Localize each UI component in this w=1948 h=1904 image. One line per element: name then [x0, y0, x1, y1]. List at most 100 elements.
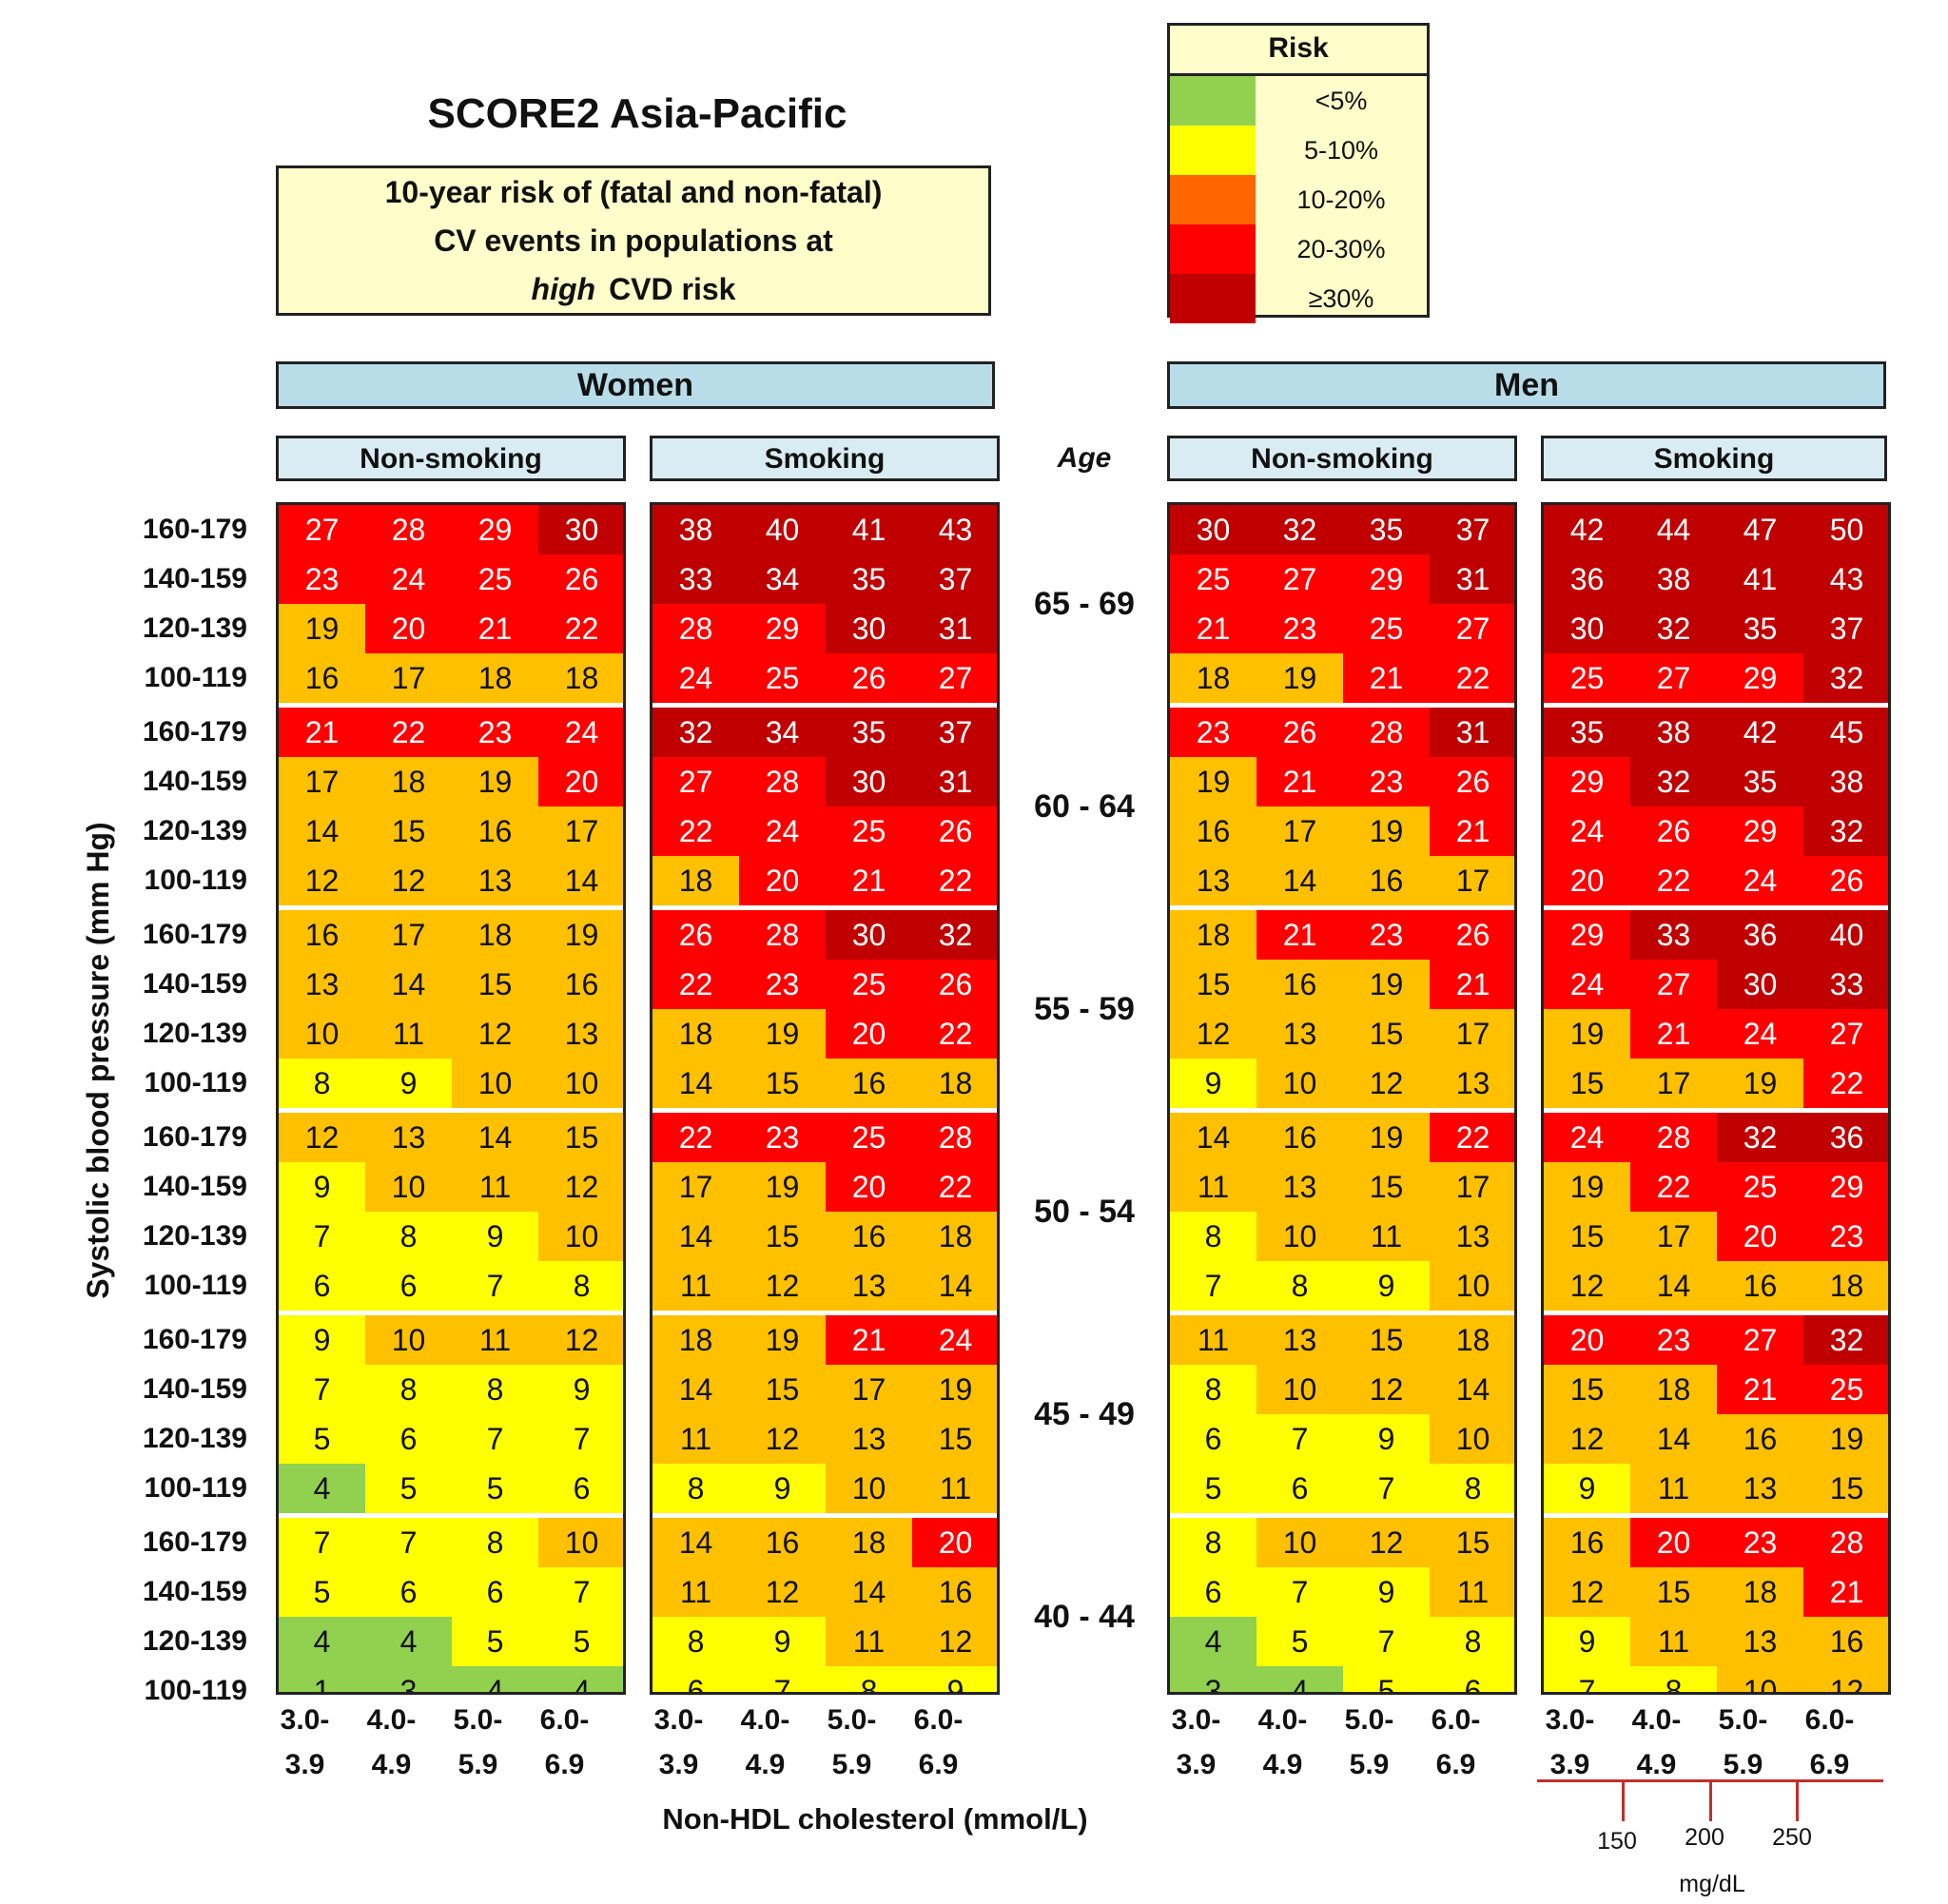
risk-cell: 36: [1717, 910, 1803, 960]
cholesterol-range-start: 3.0-: [280, 1704, 330, 1736]
risk-cell: 26: [1430, 757, 1514, 806]
risk-cell: 26: [1256, 708, 1343, 757]
age-group-separator: [653, 905, 997, 910]
risk-cell: 34: [739, 554, 826, 604]
risk-cell: 23: [1343, 757, 1430, 806]
risk-cell: 13: [365, 1113, 452, 1162]
risk-cell: 20: [1717, 1212, 1803, 1261]
subtitle-line-2: CV events in populations at: [434, 223, 833, 258]
legend-label: ≥30%: [1308, 283, 1374, 313]
risk-cell: 33: [1630, 910, 1717, 960]
risk-cell: 15: [739, 1365, 826, 1414]
risk-cell: 21: [452, 604, 538, 653]
sbp-row-label: 120-139: [142, 1220, 247, 1252]
risk-cell: 12: [1343, 1365, 1430, 1414]
risk-cell: 11: [653, 1414, 739, 1464]
risk-cell: 18: [912, 1212, 997, 1261]
risk-cell: 31: [1430, 554, 1514, 604]
risk-cell: 13: [1717, 1617, 1803, 1666]
legend-label: 10-20%: [1296, 185, 1386, 214]
risk-cell: 23: [1630, 1315, 1717, 1365]
risk-cell: 7: [452, 1261, 538, 1311]
risk-cell: 21: [1170, 604, 1256, 653]
risk-cell: 20: [1630, 1518, 1717, 1567]
sbp-row-label: 140-159: [142, 968, 247, 1000]
risk-cell: 32: [912, 910, 997, 960]
age-group-separator: [653, 1108, 997, 1113]
risk-cell: 28: [739, 910, 826, 960]
mgdl-tick: [1796, 1779, 1799, 1821]
risk-cell: 12: [1343, 1518, 1430, 1567]
risk-cell: 21: [1430, 960, 1514, 1009]
risk-cell: 31: [912, 604, 997, 653]
risk-cell: 12: [538, 1162, 623, 1212]
risk-cell: 43: [1803, 554, 1888, 604]
risk-cell: 45: [1803, 708, 1888, 757]
risk-cell: 23: [1717, 1518, 1803, 1567]
sbp-row-label: 140-159: [142, 766, 247, 797]
age-group-label: 65 - 69: [1034, 586, 1135, 622]
risk-cell: 17: [365, 910, 452, 960]
risk-cell: 9: [739, 1617, 826, 1666]
risk-cell: 16: [1170, 806, 1256, 856]
risk-cell: 13: [452, 856, 538, 905]
risk-cell: 17: [538, 806, 623, 856]
risk-cell: 6: [538, 1464, 623, 1513]
age-group-separator: [1170, 703, 1514, 708]
risk-cell: 6: [1170, 1414, 1256, 1464]
sbp-row-label: 120-139: [142, 1423, 247, 1454]
risk-cell: 23: [739, 960, 826, 1009]
risk-cell: 24: [912, 1315, 997, 1365]
risk-cell: 22: [912, 856, 997, 905]
risk-cell: 10: [1256, 1212, 1343, 1261]
cholesterol-range-start: 4.0-: [1257, 1704, 1308, 1736]
cholesterol-column-label: 5.0- 5.9: [1700, 1698, 1786, 1787]
risk-cell: 33: [1803, 960, 1888, 1009]
risk-cell: 11: [1170, 1162, 1256, 1212]
cholesterol-range-start: 5.0-: [1344, 1704, 1394, 1736]
risk-cell: 14: [1630, 1414, 1717, 1464]
risk-cell: 5: [538, 1617, 623, 1666]
risk-cell: 6: [1170, 1567, 1256, 1617]
y-axis-label: Systolic blood pressure (mm Hg): [81, 822, 115, 1299]
risk-cell: 9: [1343, 1261, 1430, 1311]
risk-cell: 12: [1803, 1666, 1888, 1692]
cholesterol-range-start: 4.0-: [1631, 1704, 1682, 1736]
age-group-separator: [1170, 905, 1514, 910]
risk-cell: 4: [279, 1617, 365, 1666]
cholesterol-range-end: 6.9: [1435, 1749, 1476, 1780]
risk-cell: 17: [365, 653, 452, 703]
risk-cell: 14: [365, 960, 452, 1009]
men-header: Men: [1167, 361, 1886, 409]
risk-cell: 11: [826, 1617, 912, 1666]
risk-cell: 28: [653, 604, 739, 653]
legend-label: <5%: [1315, 86, 1368, 115]
legend-item: 10-20%: [1170, 175, 1427, 224]
sbp-row-label: 140-159: [142, 1576, 247, 1607]
risk-cell: 21: [826, 856, 912, 905]
subtitle-rest: CVD risk: [609, 271, 736, 306]
risk-cell: 35: [1343, 505, 1430, 554]
risk-cell: 9: [279, 1162, 365, 1212]
subtitle-box: 10-year risk of (fatal and non-fatal) CV…: [276, 165, 991, 316]
risk-cell: 26: [912, 960, 997, 1009]
legend-item: 20-30%: [1170, 224, 1427, 274]
risk-cell: 17: [653, 1162, 739, 1212]
risk-cell: 17: [1256, 806, 1343, 856]
risk-cell: 34: [739, 708, 826, 757]
cholesterol-column-label: 3.0- 3.9: [635, 1698, 722, 1787]
risk-cell: 10: [365, 1315, 452, 1365]
sbp-row-label: 120-139: [142, 1018, 247, 1049]
risk-cell: 10: [1256, 1059, 1343, 1108]
risk-cell: 13: [538, 1009, 623, 1059]
risk-cell: 24: [538, 708, 623, 757]
age-group-separator: [279, 905, 623, 910]
risk-cell: 16: [1717, 1261, 1803, 1311]
sbp-row-label: 100-119: [144, 1675, 247, 1706]
risk-cell: 20: [365, 604, 452, 653]
risk-cell: 8: [365, 1212, 452, 1261]
risk-cell: 32: [1803, 1315, 1888, 1365]
cholesterol-range-start: 6.0-: [913, 1704, 964, 1736]
age-group-separator: [653, 1513, 997, 1518]
risk-cell: 27: [1430, 604, 1514, 653]
